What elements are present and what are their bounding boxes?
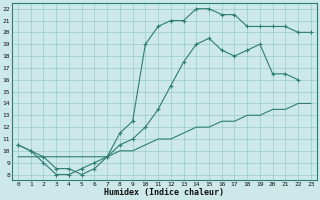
X-axis label: Humidex (Indice chaleur): Humidex (Indice chaleur)	[104, 188, 224, 197]
